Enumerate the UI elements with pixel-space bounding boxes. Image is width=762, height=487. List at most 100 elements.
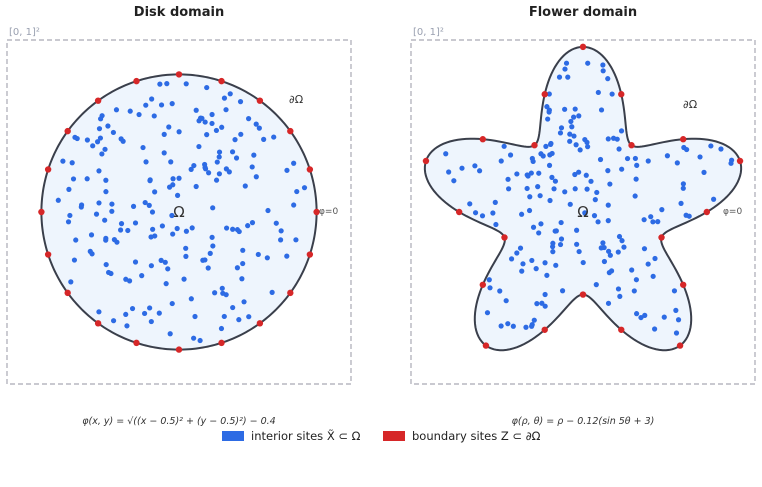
interior-site bbox=[492, 199, 498, 205]
boundary-site bbox=[628, 142, 635, 149]
boundary-site bbox=[256, 320, 264, 327]
boundary-site bbox=[64, 289, 71, 297]
interior-site bbox=[148, 318, 154, 325]
interior-site bbox=[503, 298, 509, 304]
interior-site bbox=[149, 96, 155, 102]
interior-site bbox=[574, 241, 580, 247]
interior-site bbox=[209, 234, 215, 240]
boundary-site bbox=[482, 342, 490, 349]
interior-site bbox=[571, 133, 577, 139]
interior-site bbox=[543, 143, 549, 149]
interior-site bbox=[549, 150, 555, 157]
interior-site bbox=[546, 91, 552, 97]
legend-boundary-label: boundary sites Z ⊂ ∂Ω bbox=[412, 429, 541, 443]
interior-site bbox=[605, 76, 611, 82]
interior-site bbox=[451, 178, 457, 184]
interior-site bbox=[547, 141, 554, 147]
interior-site bbox=[245, 223, 251, 229]
interior-site bbox=[264, 255, 270, 261]
interior-site bbox=[205, 265, 211, 271]
interior-site bbox=[544, 104, 550, 110]
interior-site bbox=[538, 221, 544, 227]
interior-site bbox=[188, 296, 194, 302]
interior-site bbox=[229, 149, 236, 155]
interior-site bbox=[600, 62, 606, 68]
interior-site bbox=[98, 116, 104, 122]
boundary-site bbox=[541, 91, 548, 98]
interior-site bbox=[212, 290, 218, 296]
interior-site bbox=[550, 249, 556, 255]
interior-site bbox=[523, 324, 529, 330]
interior-site bbox=[94, 139, 101, 145]
interior-site bbox=[256, 125, 262, 131]
interior-site bbox=[718, 146, 724, 152]
interior-site bbox=[569, 124, 575, 130]
interior-site bbox=[642, 312, 648, 318]
boundary-site bbox=[455, 208, 463, 216]
interior-site bbox=[236, 317, 242, 323]
interior-site bbox=[664, 153, 671, 159]
interior-site bbox=[239, 276, 245, 282]
interior-site bbox=[593, 282, 599, 288]
interior-site bbox=[549, 174, 555, 180]
interior-site bbox=[148, 234, 154, 240]
interior-site bbox=[542, 260, 548, 266]
interior-site bbox=[103, 237, 109, 243]
interior-site bbox=[529, 257, 535, 264]
interior-site bbox=[189, 225, 195, 231]
interior-site bbox=[517, 245, 524, 251]
interior-site bbox=[149, 209, 156, 215]
interior-site bbox=[598, 107, 605, 113]
boundary-site bbox=[579, 43, 587, 51]
interior-site bbox=[605, 300, 612, 306]
interior-site bbox=[558, 236, 565, 242]
interior-site bbox=[110, 129, 116, 136]
interior-site bbox=[595, 89, 601, 96]
interior-site bbox=[238, 131, 244, 137]
interior-site bbox=[582, 210, 588, 216]
disk-boundary-label: ∂Ω bbox=[289, 93, 303, 106]
boundary-site bbox=[64, 127, 71, 135]
interior-site bbox=[188, 166, 194, 172]
interior-site bbox=[150, 226, 156, 232]
interior-site bbox=[191, 162, 197, 169]
interior-site bbox=[580, 259, 586, 266]
interior-site bbox=[132, 259, 139, 265]
interior-site bbox=[143, 159, 149, 165]
interior-site bbox=[118, 221, 125, 227]
interior-site bbox=[633, 277, 640, 283]
boundary-site bbox=[218, 77, 225, 85]
interior-site bbox=[167, 331, 173, 337]
interior-site bbox=[96, 168, 102, 174]
interior-site bbox=[680, 185, 686, 191]
disk-omega-label: Ω bbox=[173, 203, 184, 221]
interior-site bbox=[68, 279, 74, 285]
interior-site bbox=[204, 132, 210, 138]
interior-site bbox=[127, 108, 133, 114]
interior-site bbox=[109, 208, 115, 214]
interior-site bbox=[619, 238, 625, 244]
boundary-site bbox=[44, 251, 52, 258]
interior-site bbox=[606, 248, 612, 254]
interior-site bbox=[498, 158, 504, 164]
interior-site bbox=[139, 273, 145, 279]
interior-site bbox=[67, 212, 73, 219]
interior-site bbox=[284, 167, 290, 173]
interior-site bbox=[261, 136, 267, 142]
legend-interior-swatch bbox=[222, 431, 244, 441]
interior-site bbox=[249, 220, 256, 226]
interior-site bbox=[103, 177, 109, 183]
interior-site bbox=[597, 156, 604, 163]
interior-site bbox=[157, 81, 163, 87]
interior-site bbox=[202, 119, 208, 125]
interior-site bbox=[556, 74, 563, 80]
interior-site bbox=[209, 120, 215, 127]
interior-site bbox=[551, 186, 557, 192]
interior-site bbox=[519, 268, 525, 274]
boundary-site bbox=[94, 320, 102, 327]
interior-site bbox=[479, 213, 486, 219]
interior-site bbox=[506, 186, 512, 192]
interior-site bbox=[168, 159, 174, 165]
interior-site bbox=[605, 202, 611, 208]
interior-site bbox=[544, 272, 550, 278]
